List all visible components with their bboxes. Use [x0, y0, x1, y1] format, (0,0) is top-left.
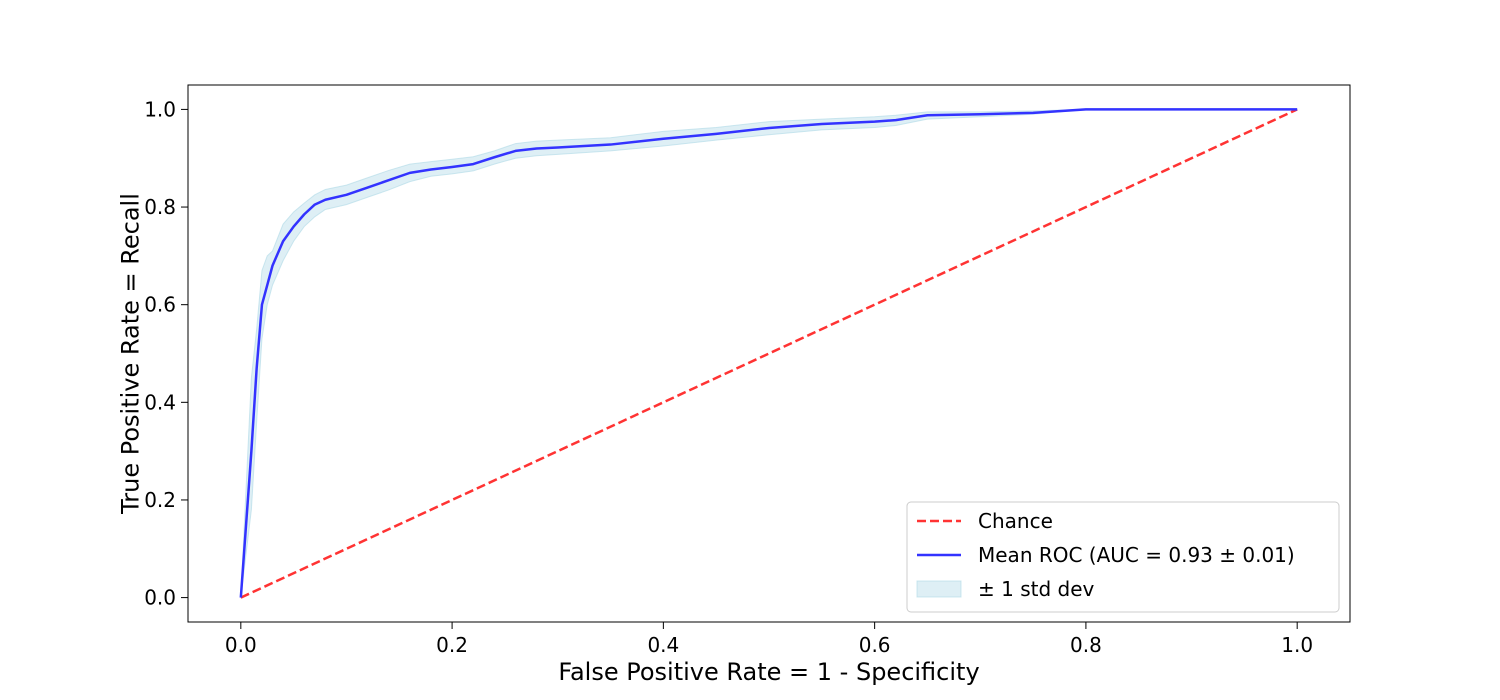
x-tick-label: 0.4: [647, 633, 679, 657]
y-tick-label: 0.2: [144, 488, 176, 512]
x-tick-label: 1.0: [1281, 633, 1313, 657]
x-tick-label: 0.2: [436, 633, 468, 657]
legend-label-std-dev: ± 1 std dev: [978, 577, 1095, 601]
x-tick-label: 0.8: [1070, 633, 1102, 657]
legend-swatch-std-dev: [916, 580, 962, 598]
chance-line: [240, 108, 1298, 599]
x-axis-label: False Positive Rate = 1 - Specificity: [558, 658, 979, 686]
y-tick-label: 0.0: [144, 586, 176, 610]
y-tick-label: 0.6: [144, 293, 176, 317]
mean-roc-line: [239, 108, 1298, 598]
legend-label-chance: Chance: [978, 509, 1053, 533]
y-tick-label: 1.0: [144, 97, 176, 121]
std-dev-band-layer: [240, 108, 1298, 598]
plot-frame: [187, 84, 1351, 623]
legend-label-mean-roc: Mean ROC (AUC = 0.93 ± 0.01): [978, 543, 1295, 567]
y-axis-label: True Positive Rate = Recall: [116, 193, 144, 515]
legend-box: [906, 501, 1340, 613]
legend: Chance Mean ROC (AUC = 0.93 ± 0.01) ± 1 …: [906, 501, 1340, 613]
series-lines-layer: [239, 108, 1298, 599]
x-tick-label: 0.6: [859, 633, 891, 657]
ticks-layer: 0.0 0.2 0.4 0.6 0.8 1.0 0.0 0.2 0.4 0.6 0.8 1.0: [144, 97, 1313, 657]
y-tick-label: 0.8: [144, 195, 176, 219]
x-tick-label: 0.0: [225, 633, 257, 657]
y-tick-label: 0.4: [144, 390, 176, 414]
std-dev-band: [240, 108, 1298, 598]
